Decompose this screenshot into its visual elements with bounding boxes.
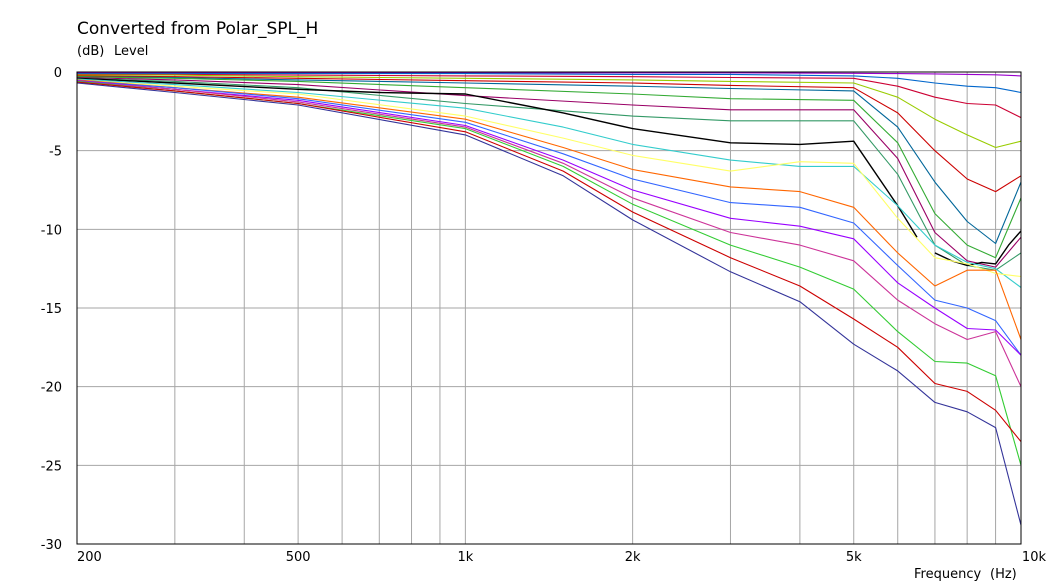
series-line-17	[76, 80, 1022, 356]
series-line-4	[77, 73, 1022, 119]
x-tick-label: 500	[286, 550, 311, 565]
series-lines	[76, 71, 1022, 526]
y-tick-label: -20	[41, 381, 62, 396]
y-tick-label: 0	[54, 66, 62, 81]
plot-frame	[76, 71, 1022, 545]
x-axis-label: Frequency	[914, 567, 981, 582]
x-tick-labels: 200 500 1k 2k 5k 10k	[77, 550, 1046, 565]
series-line-3	[77, 73, 1022, 94]
series-line-18	[76, 80, 1022, 387]
y-tick-label: -25	[41, 459, 62, 474]
y-tick-label: -30	[41, 538, 62, 553]
series-line-16	[76, 80, 1022, 356]
series-line-5	[77, 74, 1022, 149]
x-tick-label: 2k	[625, 550, 641, 565]
y-tick-label: -10	[41, 223, 62, 238]
series-line-6	[76, 75, 1022, 193]
series-line-7	[76, 76, 1022, 245]
grid	[77, 72, 1021, 544]
series-line-13	[76, 78, 1022, 288]
x-tick-label: 5k	[846, 550, 862, 565]
y-tick-labels: 0 -5 -10 -15 -20 -25 -30	[41, 66, 62, 553]
series-line-9	[76, 76, 1022, 268]
series-line-14	[76, 79, 1022, 278]
y-tick-label: -15	[41, 302, 62, 317]
series-line-11	[76, 77, 918, 238]
chart-title: Converted from Polar_SPL_H	[77, 19, 318, 39]
y-axis-label: Level	[114, 44, 148, 59]
series-line-15	[76, 79, 1022, 340]
x-tick-label: 10k	[1022, 550, 1047, 565]
series-line-2	[77, 72, 1022, 77]
series-line-10	[76, 77, 1022, 271]
series-line-21	[76, 82, 1022, 526]
x-tick-label: 1k	[457, 550, 473, 565]
x-tick-label: 200	[77, 550, 102, 565]
series-line-8	[76, 76, 1022, 259]
y-tick-label: -5	[49, 145, 62, 160]
y-unit: (dB)	[77, 44, 104, 59]
x-unit: (Hz)	[990, 567, 1017, 582]
series-line-20	[76, 81, 1022, 443]
